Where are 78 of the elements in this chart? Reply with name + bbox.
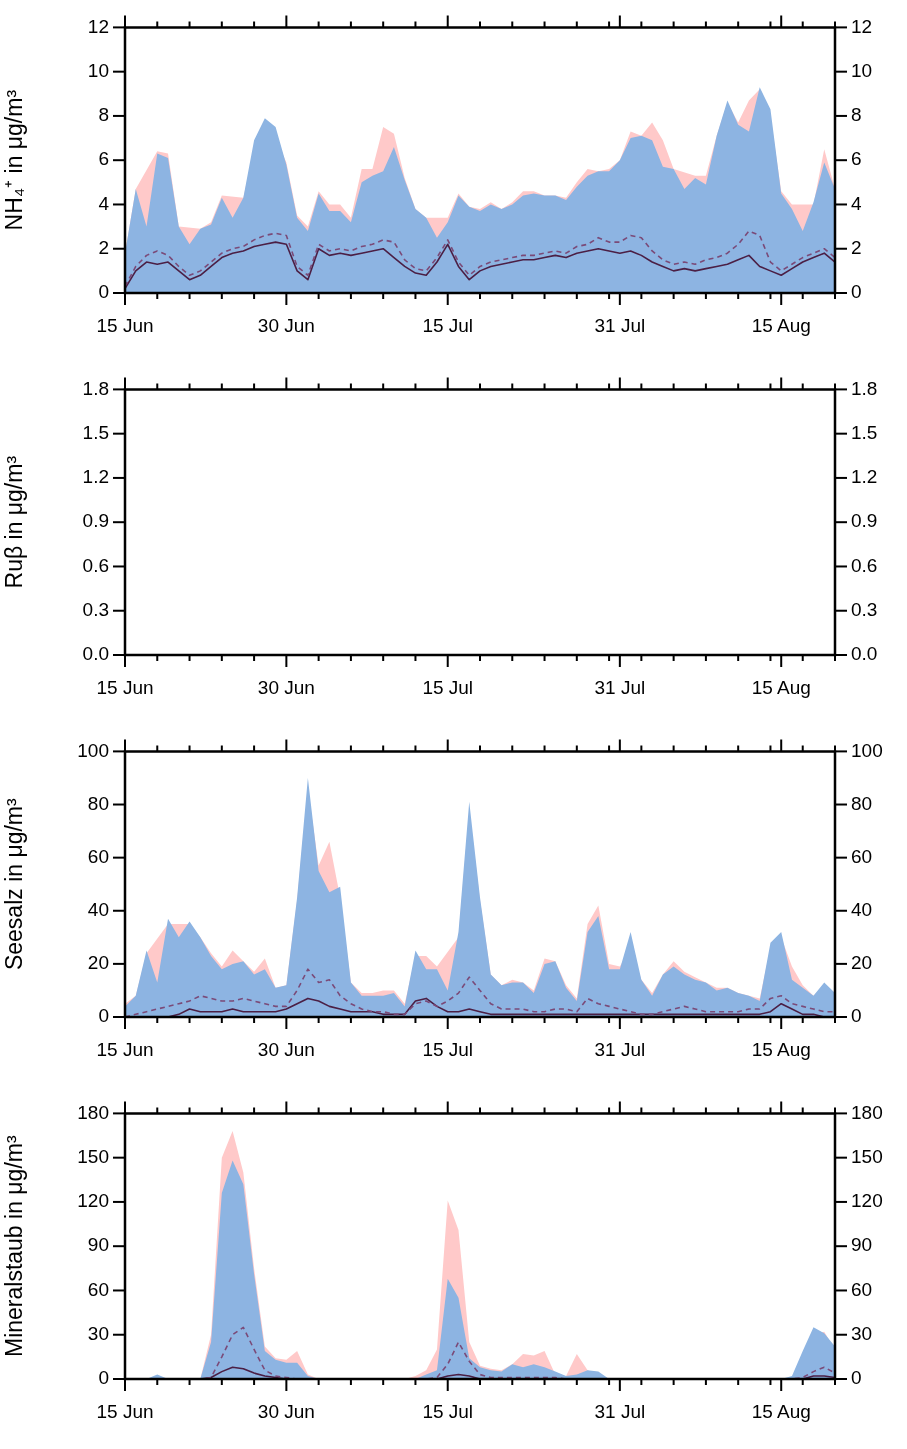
y-tick-label: 120 <box>77 1190 109 1212</box>
y-tick-label: 0 <box>98 1367 109 1389</box>
y-tick-label: 1.8 <box>82 377 109 399</box>
y-tick-label: 150 <box>77 1145 109 1167</box>
y-tick-label: 2 <box>98 236 109 258</box>
y-tick-label: 90 <box>87 1234 109 1256</box>
x-tick-label: 15 Jun <box>96 314 154 336</box>
y2-tick-label: 2 <box>851 236 862 258</box>
x-tick-label: 15 Jun <box>96 676 154 698</box>
y-tick-label: 1.5 <box>82 421 109 443</box>
y-tick-label: 100 <box>77 739 109 761</box>
y2-tick-label: 40 <box>851 898 873 920</box>
y2-tick-label: 1.5 <box>851 421 878 443</box>
y2-tick-label: 10 <box>851 59 873 81</box>
y-axis-title: Ruβ in μg/m³ <box>1 455 28 589</box>
y2-tick-label: 100 <box>851 739 883 761</box>
x-tick-label: 31 Jul <box>594 676 646 698</box>
x-tick-label: 31 Jul <box>594 314 646 336</box>
y2-tick-label: 90 <box>851 1234 873 1256</box>
y2-tick-label: 180 <box>851 1101 883 1123</box>
x-tick-label: 30 Jun <box>257 1038 315 1060</box>
y2-tick-label: 1.8 <box>851 377 878 399</box>
y2-tick-label: 60 <box>851 845 873 867</box>
y2-tick-label: 6 <box>851 148 862 170</box>
y-tick-label: 1.2 <box>82 466 109 488</box>
x-tick-label: 31 Jul <box>594 1038 646 1060</box>
y-tick-label: 180 <box>77 1101 109 1123</box>
y2-tick-label: 8 <box>851 104 862 126</box>
x-tick-label: 31 Jul <box>594 1400 646 1422</box>
y2-tick-label: 0.3 <box>851 598 878 620</box>
y2-tick-label: 150 <box>851 1145 883 1167</box>
x-tick-label: 15 Aug <box>751 1038 811 1060</box>
y-tick-label: 4 <box>98 192 110 214</box>
y2-tick-label: 30 <box>851 1322 873 1344</box>
y2-tick-label: 0.0 <box>851 643 878 665</box>
y-tick-label: 8 <box>98 104 109 126</box>
x-tick-label: 15 Jul <box>422 314 474 336</box>
y-tick-label: 60 <box>87 1278 109 1300</box>
y2-tick-label: 80 <box>851 792 873 814</box>
x-tick-label: 30 Jun <box>257 314 315 336</box>
x-tick-label: 15 Jun <box>96 1038 154 1060</box>
x-tick-label: 15 Jul <box>422 1400 474 1422</box>
x-tick-label: 15 Aug <box>751 1400 811 1422</box>
y2-tick-label: 120 <box>851 1190 883 1212</box>
y-tick-label: 80 <box>87 792 109 814</box>
y-tick-label: 0.6 <box>82 554 109 576</box>
y-tick-label: 20 <box>87 952 109 974</box>
y2-tick-label: 0.9 <box>851 510 878 532</box>
x-tick-label: 15 Aug <box>751 676 811 698</box>
y-tick-label: 30 <box>87 1322 109 1344</box>
y-tick-label: 0.3 <box>82 598 109 620</box>
y2-tick-label: 1.2 <box>851 466 878 488</box>
y-axis-title: Seesalz in μg/m³ <box>1 797 28 971</box>
y2-tick-label: 0 <box>851 281 862 303</box>
x-tick-label: 15 Jul <box>422 1038 474 1060</box>
y-tick-label: 12 <box>87 15 109 37</box>
y-tick-label: 0 <box>98 281 109 303</box>
y2-tick-label: 4 <box>851 192 862 214</box>
y2-tick-label: 0 <box>851 1005 862 1027</box>
x-tick-label: 15 Aug <box>751 314 811 336</box>
y2-tick-label: 0.6 <box>851 554 878 576</box>
y-tick-label: 0.0 <box>82 643 109 665</box>
x-tick-label: 30 Jun <box>257 676 315 698</box>
y-tick-label: 60 <box>87 845 109 867</box>
y2-tick-label: 12 <box>851 15 873 37</box>
y-tick-label: 6 <box>98 148 109 170</box>
y2-tick-label: 60 <box>851 1278 873 1300</box>
y-tick-label: 0.9 <box>82 510 109 532</box>
y2-tick-label: 20 <box>851 952 873 974</box>
y-axis-title: Mineralstaub in μg/m³ <box>1 1135 28 1358</box>
x-tick-label: 15 Jul <box>422 676 474 698</box>
y2-tick-label: 0 <box>851 1367 862 1389</box>
x-tick-label: 30 Jun <box>257 1400 315 1422</box>
y-tick-label: 40 <box>87 898 109 920</box>
x-tick-label: 15 Jun <box>96 1400 154 1422</box>
y-axis-title: NH₄⁺ in μg/m³ <box>1 89 28 231</box>
y-tick-label: 10 <box>87 59 109 81</box>
y-tick-label: 0 <box>98 1005 109 1027</box>
